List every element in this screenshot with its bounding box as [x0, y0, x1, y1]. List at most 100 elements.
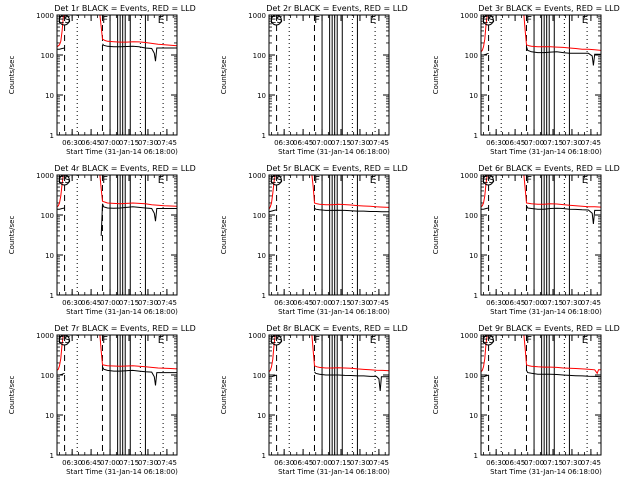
- y-tick-label: 10: [45, 412, 54, 420]
- x-tick-label: 07:30: [350, 299, 370, 307]
- event-marker-label: F: [314, 15, 320, 26]
- panel-det-5: Det 5r BLACK = Events, RED = LLD Counts/s…: [220, 164, 408, 316]
- y-axis-label: Counts/sec: [220, 216, 228, 255]
- events-series-line: [269, 209, 277, 213]
- events-series-line: [102, 43, 177, 62]
- y-axis-label: Counts/sec: [8, 56, 16, 95]
- x-axis-label: Start Time (31-Jan-14 06:18:00): [66, 308, 178, 316]
- panel-title: Det 8r BLACK = Events, RED = LLD: [266, 324, 408, 333]
- marker-circle: [58, 15, 70, 26]
- x-axis-label: Start Time (31-Jan-14 06:18:00): [278, 468, 390, 476]
- event-marker-label: S: [276, 335, 282, 346]
- x-tick-label: 07:45: [157, 299, 177, 307]
- panel-title: Det 1r BLACK = Events, RED = LLD: [54, 4, 196, 13]
- y-tick-label: 1: [50, 292, 54, 300]
- x-tick-label: 07:00: [100, 139, 120, 147]
- x-tick-label: 07:15: [119, 139, 139, 147]
- marker-circle: [58, 175, 70, 186]
- y-tick-label: 100: [41, 372, 54, 380]
- y-tick-label: 1000: [460, 172, 478, 180]
- y-tick-label: 1: [50, 132, 54, 140]
- x-axis-label: Start Time (31-Jan-14 06:18:00): [490, 148, 602, 156]
- y-tick-label: 1: [262, 292, 266, 300]
- lld-series-line: [99, 335, 177, 370]
- event-marker-label: F: [102, 335, 108, 346]
- event-marker-label: E: [58, 335, 64, 346]
- y-axis-label: Counts/sec: [220, 56, 228, 95]
- x-tick-label: 06:30: [62, 299, 82, 307]
- y-tick-label: 1: [262, 452, 266, 460]
- lld-series-line: [57, 335, 66, 371]
- y-tick-label: 1000: [460, 12, 478, 20]
- x-tick-label: 07:00: [524, 139, 544, 147]
- events-series-line: [57, 207, 65, 210]
- marker-circle: [270, 175, 282, 186]
- event-marker-label: E: [370, 335, 376, 346]
- event-marker-label: S: [276, 175, 282, 186]
- y-tick-label: 10: [469, 412, 478, 420]
- x-tick-label: 07:15: [119, 299, 139, 307]
- event-marker-label: E: [270, 175, 276, 186]
- event-marker-label: E: [370, 175, 376, 186]
- x-tick-label: 06:45: [81, 459, 101, 467]
- y-tick-label: 100: [465, 372, 478, 380]
- event-marker-label: E: [58, 175, 64, 186]
- x-tick-label: 07:15: [543, 299, 563, 307]
- event-marker-label: E: [370, 15, 376, 26]
- x-tick-label: 07:45: [581, 299, 601, 307]
- panel-det-1: Det 1r BLACK = Events, RED = LLD Counts/s…: [8, 4, 196, 156]
- x-tick-label: 07:15: [331, 139, 351, 147]
- y-tick-label: 10: [257, 252, 266, 260]
- x-tick-label: 06:45: [505, 299, 525, 307]
- plot-frame: [56, 14, 178, 136]
- plot-frame: [268, 334, 390, 456]
- y-axis-label: Counts/sec: [432, 216, 440, 255]
- x-tick-label: 07:15: [543, 459, 563, 467]
- event-marker-label: E: [582, 15, 588, 26]
- panel-title: Det 7r BLACK = Events, RED = LLD: [54, 324, 196, 333]
- plot-frame: [56, 334, 178, 456]
- events-series-line: [57, 47, 65, 50]
- events-series-line: [102, 366, 177, 386]
- lld-series-line: [269, 335, 278, 373]
- x-tick-label: 06:30: [486, 459, 506, 467]
- lld-series-line: [57, 175, 66, 208]
- x-axis-label: Start Time (31-Jan-14 06:18:00): [490, 468, 602, 476]
- panel-title: Det 9r BLACK = Events, RED = LLD: [478, 324, 620, 333]
- x-tick-label: 07:30: [138, 299, 158, 307]
- y-tick-label: 1000: [36, 332, 54, 340]
- plot-frame: [268, 14, 390, 136]
- panel-det-9: Det 9r BLACK = Events, RED = LLD Counts/s…: [432, 324, 620, 476]
- events-series-line: [481, 374, 489, 378]
- x-tick-label: 07:45: [157, 459, 177, 467]
- lld-series-line: [99, 175, 177, 207]
- x-axis-label: Start Time (31-Jan-14 06:18:00): [278, 148, 390, 156]
- x-tick-label: 07:45: [581, 459, 601, 467]
- lld-series-line: [481, 15, 490, 53]
- x-tick-label: 06:30: [486, 139, 506, 147]
- x-tick-label: 06:30: [62, 139, 82, 147]
- y-axis-label: Counts/sec: [8, 216, 16, 255]
- y-tick-label: 100: [41, 52, 54, 60]
- x-tick-label: 06:30: [62, 459, 82, 467]
- y-tick-label: 1000: [36, 172, 54, 180]
- x-axis-label: Start Time (31-Jan-14 06:18:00): [278, 308, 390, 316]
- events-series-line: [526, 205, 601, 224]
- x-tick-label: 07:30: [350, 139, 370, 147]
- x-tick-label: 07:45: [369, 139, 389, 147]
- lld-series-line: [523, 15, 601, 51]
- event-marker-label: E: [158, 335, 164, 346]
- panel-det-2: Det 2r BLACK = Events, RED = LLD Counts/s…: [220, 4, 408, 156]
- panel-det-4: Det 4r BLACK = Events, RED = LLD Counts/s…: [8, 164, 196, 316]
- marker-circle: [482, 175, 494, 186]
- lld-series-line: [311, 175, 389, 208]
- x-tick-label: 07:00: [312, 139, 332, 147]
- event-marker-label: F: [314, 335, 320, 346]
- x-tick-label: 07:45: [369, 459, 389, 467]
- y-axis-label: Counts/sec: [432, 56, 440, 95]
- x-axis-label: Start Time (31-Jan-14 06:18:00): [66, 468, 178, 476]
- lld-series-line: [269, 175, 278, 210]
